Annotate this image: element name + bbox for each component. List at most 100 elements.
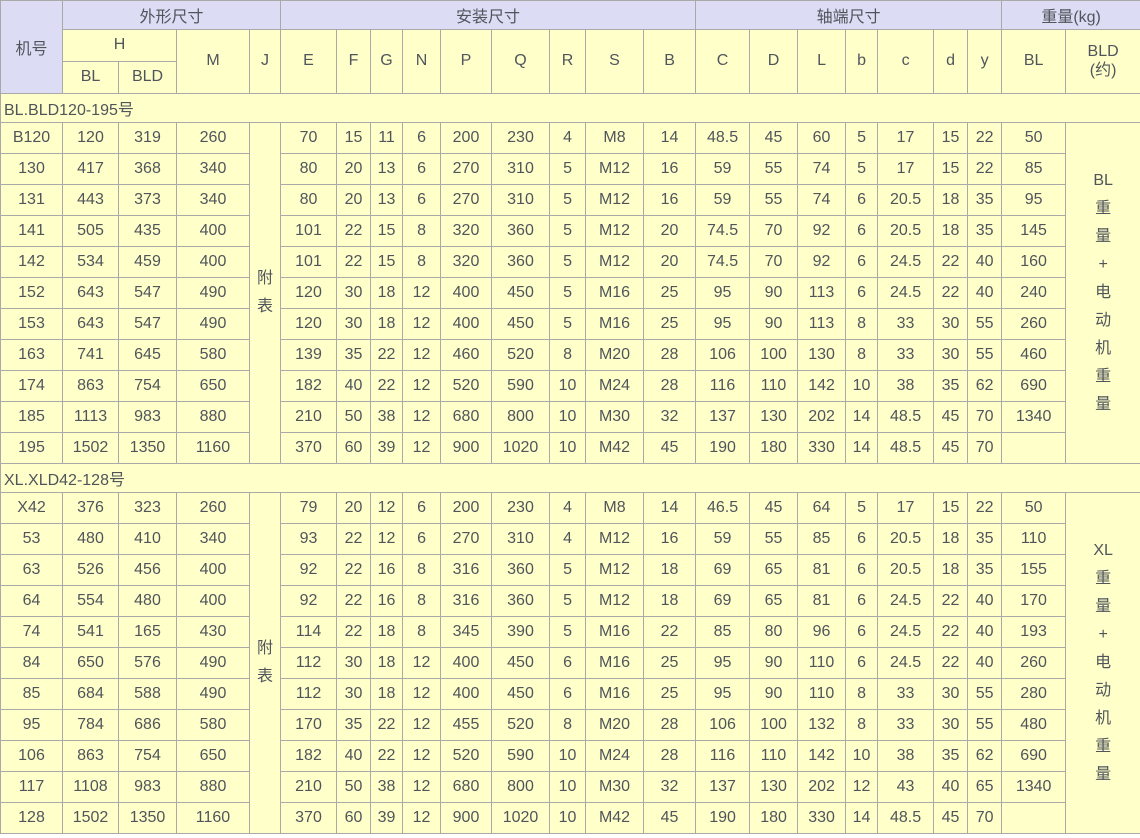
cell-M: 880 xyxy=(176,771,250,803)
cell-B: 22 xyxy=(643,616,697,648)
col-header-BL-weight: BL xyxy=(1001,29,1067,94)
cell-M: 340 xyxy=(176,184,250,216)
cell-d: 15 xyxy=(933,153,969,185)
cell-B: 18 xyxy=(643,554,697,586)
cell-H-BLD: 983 xyxy=(118,401,177,433)
cell-G: 16 xyxy=(370,554,404,586)
cell-R: 10 xyxy=(549,771,587,803)
cell-R: 6 xyxy=(549,647,587,679)
col-header-P: P xyxy=(440,29,493,94)
cell-B: 16 xyxy=(643,184,697,216)
cell-machine-no: 85 xyxy=(0,678,63,710)
cell-H-BL: 1502 xyxy=(62,432,119,464)
cell-H-BL: 863 xyxy=(62,370,119,402)
cell-y: 35 xyxy=(967,215,1003,247)
cell-b: 8 xyxy=(845,339,879,371)
cell-R: 5 xyxy=(549,277,587,309)
cell-d: 22 xyxy=(933,585,969,617)
cell-L: 60 xyxy=(797,122,847,154)
cell-B: 16 xyxy=(643,523,697,555)
cell-BL-weight: 460 xyxy=(1001,339,1067,371)
cell-L: 142 xyxy=(797,370,847,402)
vertical-label-line: BL xyxy=(1093,172,1113,189)
cell-d: 45 xyxy=(933,401,969,433)
cell-b: 10 xyxy=(845,370,879,402)
col-header-d: d xyxy=(933,29,969,94)
cell-C: 95 xyxy=(695,678,751,710)
cell-b: 6 xyxy=(845,246,879,278)
cell-D: 55 xyxy=(749,153,799,185)
cell-machine-no: X42 xyxy=(0,492,63,524)
cell-N: 12 xyxy=(402,740,442,772)
cell-C: 190 xyxy=(695,432,751,464)
cell-E: 112 xyxy=(280,678,338,710)
cell-D: 65 xyxy=(749,585,799,617)
cell-D: 110 xyxy=(749,740,799,772)
cell-BL-weight: 170 xyxy=(1001,585,1067,617)
cell-M: 650 xyxy=(176,740,250,772)
cell-H-BL: 863 xyxy=(62,740,119,772)
cell-BL-weight: 690 xyxy=(1001,740,1067,772)
col-header-J: J xyxy=(248,29,282,94)
cell-R: 5 xyxy=(549,616,587,648)
cell-S: M16 xyxy=(585,308,645,340)
cell-H-BL: 1502 xyxy=(62,802,119,834)
cell-S: M12 xyxy=(585,184,645,216)
cell-machine-no: 64 xyxy=(0,585,63,617)
cell-b: 12 xyxy=(845,771,879,803)
cell-M: 260 xyxy=(176,492,250,524)
table-row: 131 443 373 340 80 20 13 6 270 310 5 M12 16 59 55 74 6 20… xyxy=(0,184,1140,216)
cell-machine-no: 106 xyxy=(0,740,63,772)
cell-y: 55 xyxy=(967,678,1003,710)
cell-BL-weight: 95 xyxy=(1001,184,1067,216)
cell-F: 50 xyxy=(336,401,372,433)
cell-P: 316 xyxy=(440,585,493,617)
cell-c: 20.5 xyxy=(877,184,935,216)
cell-c: 33 xyxy=(877,709,935,741)
cell-Q: 800 xyxy=(491,771,551,803)
cell-L: 92 xyxy=(797,246,847,278)
col-header-B: B xyxy=(643,29,697,94)
cell-R: 8 xyxy=(549,339,587,371)
cell-H-BL: 505 xyxy=(62,215,119,247)
weight-note-cell: BL 重量 + 电动机重量 xyxy=(1065,122,1140,464)
cell-P: 320 xyxy=(440,246,493,278)
table-row: 130 417 368 340 80 20 13 6 270 310 5 M12 16 59 55 74 5 17… xyxy=(0,153,1140,185)
cell-H-BLD: 686 xyxy=(118,709,177,741)
table-row: 53 480 410 340 93 22 12 6 270 310 4 M12 16 59 55 85 6 20.… xyxy=(0,523,1140,555)
cell-P: 270 xyxy=(440,184,493,216)
cell-machine-no: 63 xyxy=(0,554,63,586)
cell-c: 33 xyxy=(877,678,935,710)
cell-BL-weight: 50 xyxy=(1001,492,1067,524)
cell-F: 22 xyxy=(336,523,372,555)
vertical-label-line: 量 xyxy=(1095,396,1112,413)
cell-E: 210 xyxy=(280,771,338,803)
cell-machine-no: 152 xyxy=(0,277,63,309)
cell-L: 142 xyxy=(797,740,847,772)
cell-N: 8 xyxy=(402,616,442,648)
cell-S: M16 xyxy=(585,277,645,309)
cell-N: 6 xyxy=(402,122,442,154)
cell-E: 70 xyxy=(280,122,338,154)
cell-y: 40 xyxy=(967,585,1003,617)
cell-BL-weight: 280 xyxy=(1001,678,1067,710)
cell-M: 490 xyxy=(176,647,250,679)
header-line: BLD xyxy=(1087,43,1119,61)
cell-L: 110 xyxy=(797,678,847,710)
cell-C: 59 xyxy=(695,153,751,185)
cell-b: 5 xyxy=(845,492,879,524)
cell-H-BLD: 165 xyxy=(118,616,177,648)
cell-y: 40 xyxy=(967,277,1003,309)
cell-H-BL: 526 xyxy=(62,554,119,586)
cell-C: 190 xyxy=(695,802,751,834)
cell-G: 12 xyxy=(370,492,404,524)
cell-d: 22 xyxy=(933,277,969,309)
cell-B: 28 xyxy=(643,740,697,772)
cell-S: M20 xyxy=(585,709,645,741)
cell-C: 48.5 xyxy=(695,122,751,154)
cell-P: 400 xyxy=(440,647,493,679)
cell-H-BLD: 547 xyxy=(118,308,177,340)
vertical-label-line: 量 xyxy=(1095,766,1112,783)
